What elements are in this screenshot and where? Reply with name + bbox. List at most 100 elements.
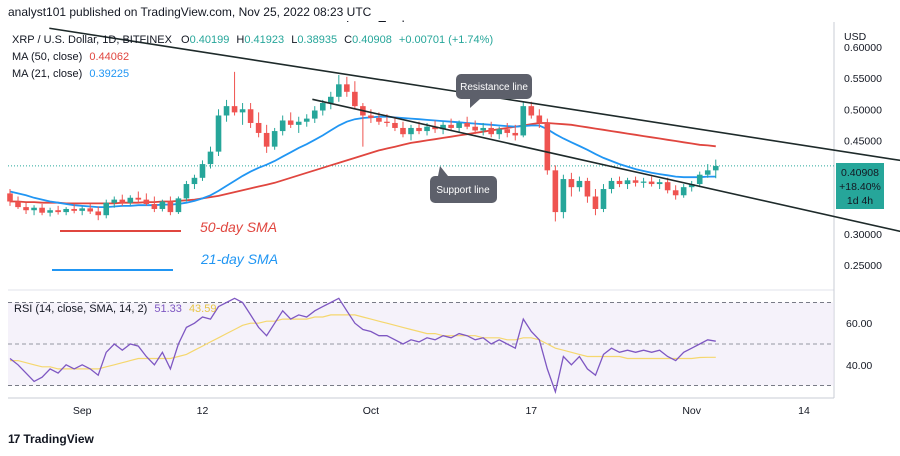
candle-body bbox=[600, 189, 607, 209]
candle-body bbox=[303, 118, 310, 122]
candle bbox=[496, 126, 503, 140]
support-trendline[interactable] bbox=[312, 98, 900, 249]
candle-body bbox=[472, 126, 478, 131]
trend-channel bbox=[49, 27, 900, 249]
candle bbox=[608, 177, 615, 194]
candle bbox=[279, 115, 286, 136]
candle bbox=[199, 160, 206, 181]
candle-body bbox=[31, 207, 37, 211]
candle bbox=[191, 174, 198, 190]
candle bbox=[303, 114, 310, 127]
time-tick-label: 14 bbox=[798, 405, 810, 417]
candle bbox=[680, 184, 687, 198]
candle bbox=[584, 177, 591, 203]
candle bbox=[344, 76, 350, 97]
open-value: 0.40199 bbox=[190, 34, 230, 46]
candle-body bbox=[279, 120, 286, 132]
rsi-ma-value: 43.59 bbox=[189, 303, 217, 315]
candle-body bbox=[215, 115, 222, 152]
candle-body bbox=[223, 106, 230, 116]
candle bbox=[239, 103, 246, 125]
price-pane[interactable] bbox=[8, 22, 834, 290]
candle-body bbox=[135, 197, 142, 200]
rsi-value: 51.33 bbox=[154, 303, 182, 315]
time-tick-label: Oct bbox=[363, 405, 379, 417]
candle-body bbox=[696, 174, 703, 185]
candle-body bbox=[183, 184, 190, 199]
close-value: 0.40908 bbox=[352, 34, 392, 46]
candle bbox=[87, 203, 93, 214]
candle bbox=[688, 180, 695, 192]
rsi-line bbox=[9, 297, 716, 395]
candle bbox=[287, 112, 294, 128]
candle-body bbox=[656, 182, 663, 185]
candle bbox=[159, 199, 166, 212]
tradingview-brand[interactable]: 17 TradingView bbox=[8, 432, 94, 446]
candle-body bbox=[456, 122, 462, 128]
candle bbox=[352, 81, 358, 110]
candle bbox=[592, 189, 599, 216]
candle bbox=[255, 112, 262, 138]
candle-body bbox=[608, 180, 615, 190]
candle-body bbox=[616, 180, 623, 185]
candle-body bbox=[191, 177, 198, 185]
candle bbox=[39, 203, 45, 216]
candle bbox=[696, 171, 703, 188]
brand-name: TradingView bbox=[23, 432, 94, 446]
candle bbox=[71, 203, 77, 214]
candle-body bbox=[55, 210, 61, 213]
candle bbox=[560, 174, 567, 219]
candle-body bbox=[7, 193, 13, 202]
candle bbox=[448, 118, 454, 132]
candle-body bbox=[632, 180, 639, 183]
candle-body bbox=[368, 115, 374, 118]
candle-body bbox=[87, 208, 93, 212]
time-axis[interactable]: Sep12Oct17Nov14Dec bbox=[73, 405, 900, 417]
rsi-axis[interactable]: 60.00 40.00 bbox=[846, 318, 872, 372]
candle bbox=[368, 109, 374, 123]
candle bbox=[247, 103, 254, 128]
last-price-change: +18.40% bbox=[839, 181, 881, 193]
resistance-trendline[interactable] bbox=[49, 27, 900, 183]
candle-body bbox=[488, 127, 494, 135]
candle-body bbox=[352, 91, 358, 107]
time-tick-label: 17 bbox=[525, 405, 537, 417]
candle-body bbox=[664, 182, 671, 191]
candle-body bbox=[231, 106, 238, 113]
ma21-legend: MA (21, close) 0.39225 bbox=[12, 68, 129, 80]
sma50-annotation: 50-day SMA bbox=[200, 219, 277, 235]
candle-body bbox=[536, 115, 543, 123]
candle bbox=[616, 176, 623, 188]
candle bbox=[143, 193, 150, 206]
candle-body bbox=[648, 181, 655, 185]
price-tick-label: 0.45000 bbox=[844, 135, 882, 147]
candle-body bbox=[592, 196, 599, 209]
candle-body bbox=[672, 190, 679, 196]
candle bbox=[215, 109, 222, 156]
support-callout[interactable]: Support line bbox=[430, 166, 497, 203]
candle bbox=[223, 99, 230, 122]
candle bbox=[336, 74, 342, 102]
candle bbox=[504, 122, 511, 138]
price-axis[interactable]: USD 0.600000.550000.500000.450000.350000… bbox=[844, 31, 882, 272]
candle bbox=[624, 177, 631, 190]
rsi-tick-label: 60.00 bbox=[846, 318, 872, 330]
candle-body bbox=[319, 103, 326, 111]
candle-body bbox=[344, 84, 350, 92]
candle-body bbox=[143, 199, 150, 204]
candle bbox=[648, 176, 655, 187]
resistance-callout[interactable]: Resistance line bbox=[456, 74, 532, 108]
candle-body bbox=[71, 208, 77, 211]
currency-label: USD bbox=[844, 31, 867, 43]
candle-body bbox=[63, 208, 69, 213]
candle bbox=[175, 196, 182, 214]
candle bbox=[544, 118, 551, 175]
candle-body bbox=[111, 199, 118, 203]
candle bbox=[536, 109, 543, 128]
candle bbox=[119, 194, 126, 206]
candle bbox=[183, 180, 190, 202]
candle-body bbox=[207, 151, 214, 165]
price-tick-label: 0.25000 bbox=[844, 260, 882, 272]
candle-body bbox=[328, 96, 334, 104]
candle-body bbox=[103, 202, 110, 216]
